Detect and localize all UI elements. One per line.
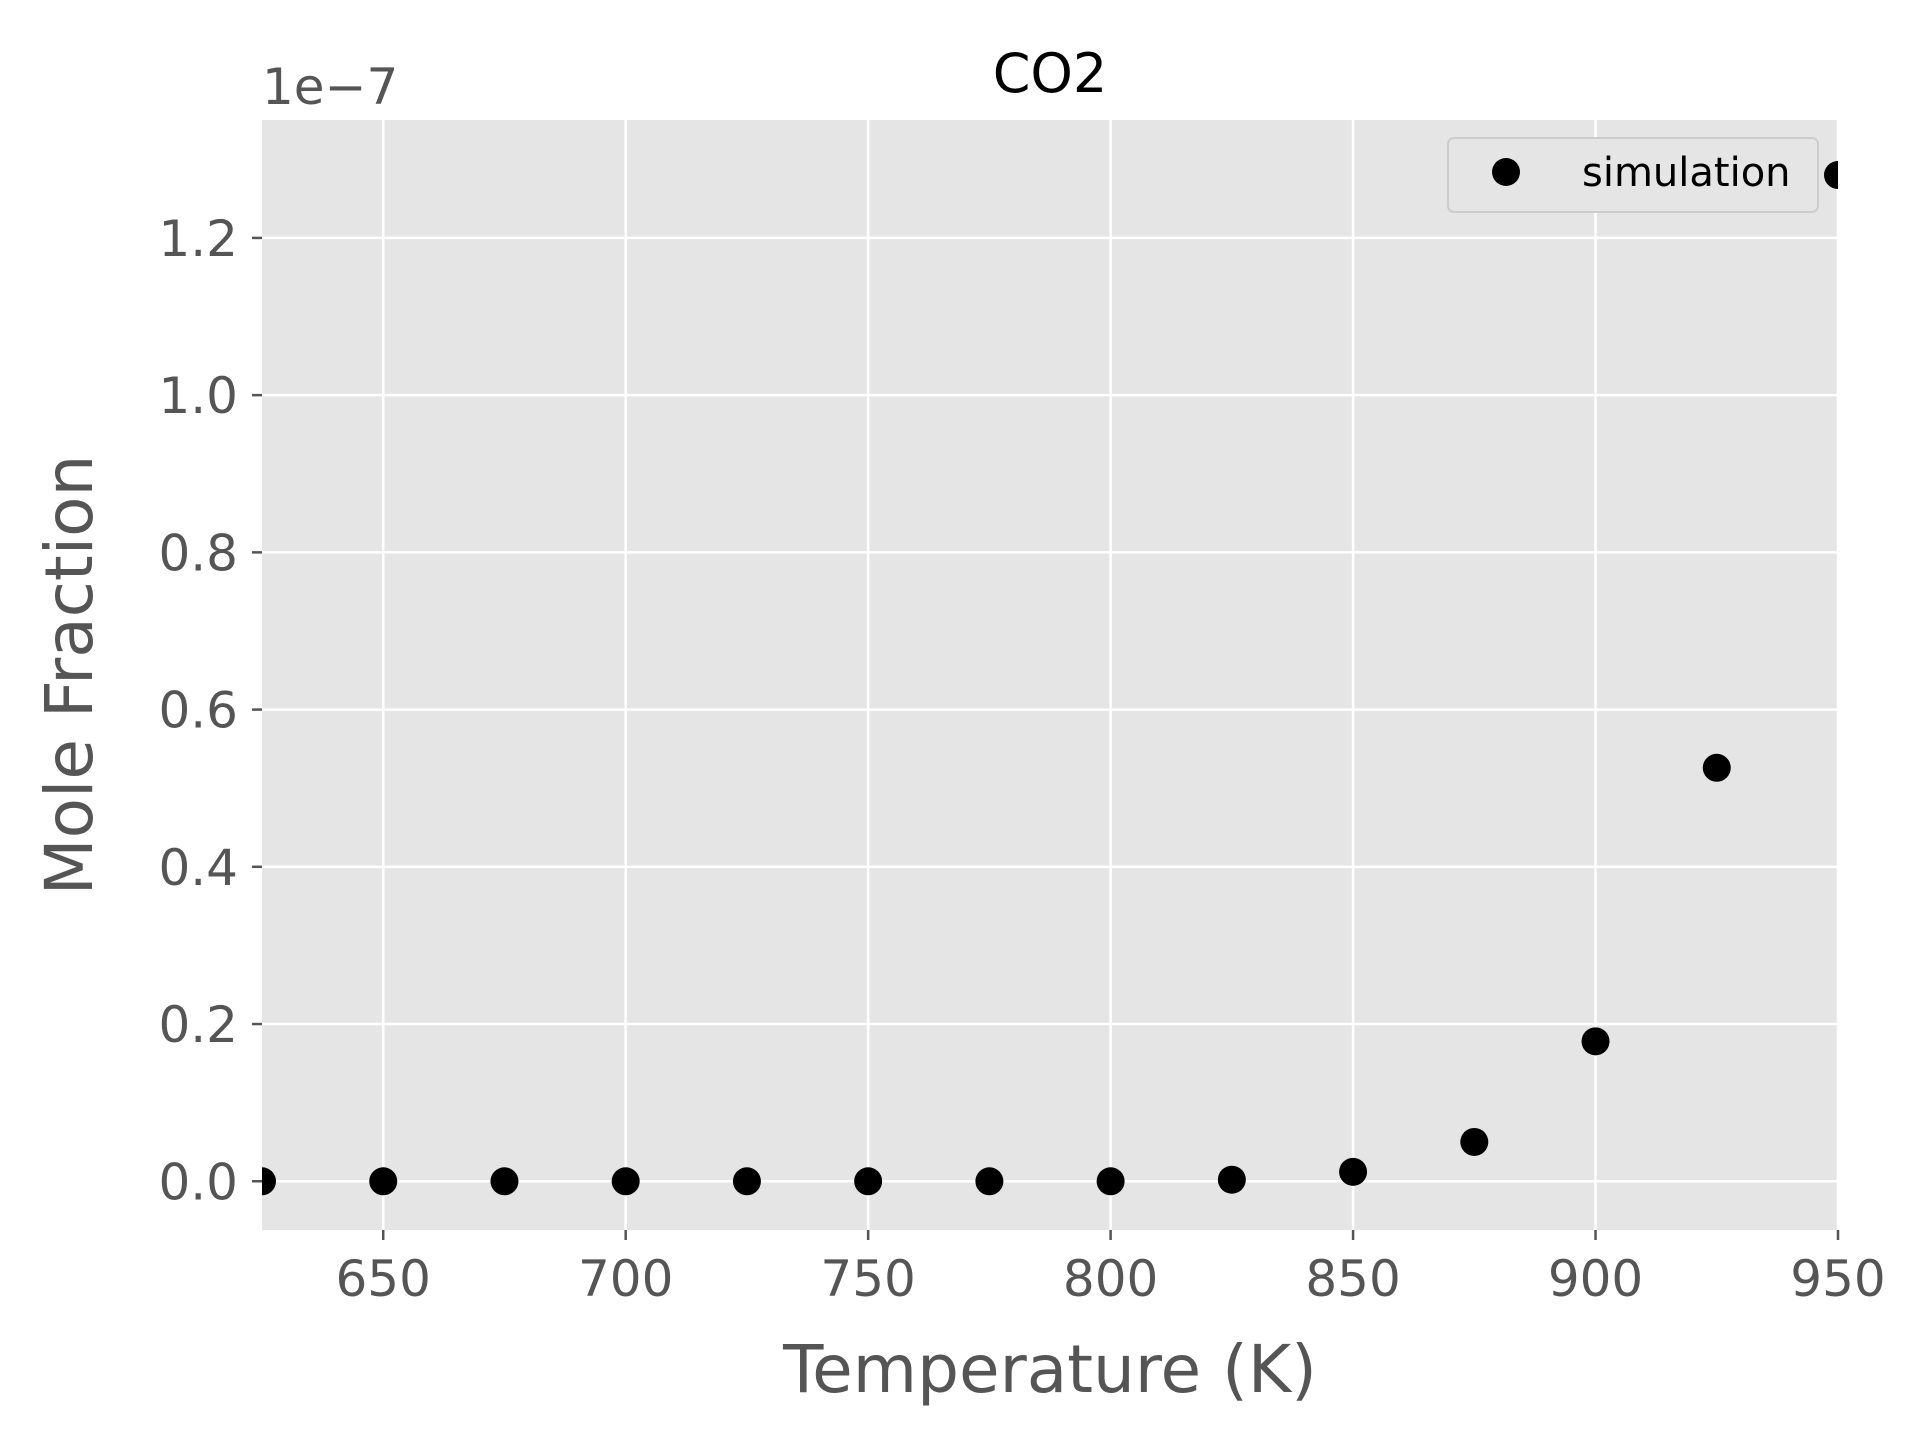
x-tick-label: 850 (1305, 1250, 1400, 1308)
grid (262, 120, 1840, 1230)
y-tick-label: 1.2 (158, 210, 238, 268)
x-tick-label: 800 (1063, 1250, 1158, 1308)
data-point-simulation (1096, 1167, 1125, 1196)
plot-area (262, 120, 1838, 1230)
y-tick-label: 0.6 (158, 682, 238, 740)
legend-box (1447, 137, 1819, 213)
x-tick-label: 900 (1548, 1250, 1643, 1308)
data-point-simulation (1339, 1157, 1368, 1186)
x-axis-label: Temperature (K) (782, 1331, 1317, 1408)
x-tick-label: 650 (336, 1250, 431, 1308)
data-points (262, 161, 1838, 1196)
data-point-simulation (490, 1167, 519, 1196)
chart-title: CO2 (993, 42, 1108, 105)
data-point-simulation (611, 1167, 640, 1196)
legend-marker-simulation (1492, 158, 1520, 186)
y-tick-label: 1.0 (158, 367, 238, 425)
data-point-simulation (1217, 1165, 1246, 1194)
y-axis-label: Mole Fraction (31, 455, 108, 896)
x-tick-label: 950 (1790, 1250, 1885, 1308)
y-tick-label: 0.2 (158, 996, 238, 1054)
ticks: 650 700 750 800 850 900 950 0.0 0.2 0.4 0.6 0.8 1.0 1… (158, 210, 1885, 1308)
x-tick-label: 750 (820, 1250, 915, 1308)
data-point-simulation (1824, 161, 1838, 190)
data-point-simulation (1460, 1127, 1489, 1156)
y-tick-label: 0.8 (158, 524, 238, 582)
data-point-simulation (1702, 753, 1731, 782)
data-point-simulation (1581, 1027, 1610, 1056)
legend-label-simulation: simulation (1582, 150, 1791, 196)
data-point-simulation (369, 1167, 398, 1196)
y-offset-label: 1e−7 (262, 58, 398, 116)
y-tick-label: 0.4 (158, 839, 238, 897)
data-point-simulation (854, 1167, 883, 1196)
data-point-simulation (732, 1167, 761, 1196)
data-point-simulation (975, 1167, 1004, 1196)
legend: simulation (1447, 137, 1819, 213)
data-point-simulation (262, 1167, 276, 1196)
x-tick-label: 700 (578, 1250, 673, 1308)
y-tick-label: 0.0 (158, 1153, 238, 1211)
